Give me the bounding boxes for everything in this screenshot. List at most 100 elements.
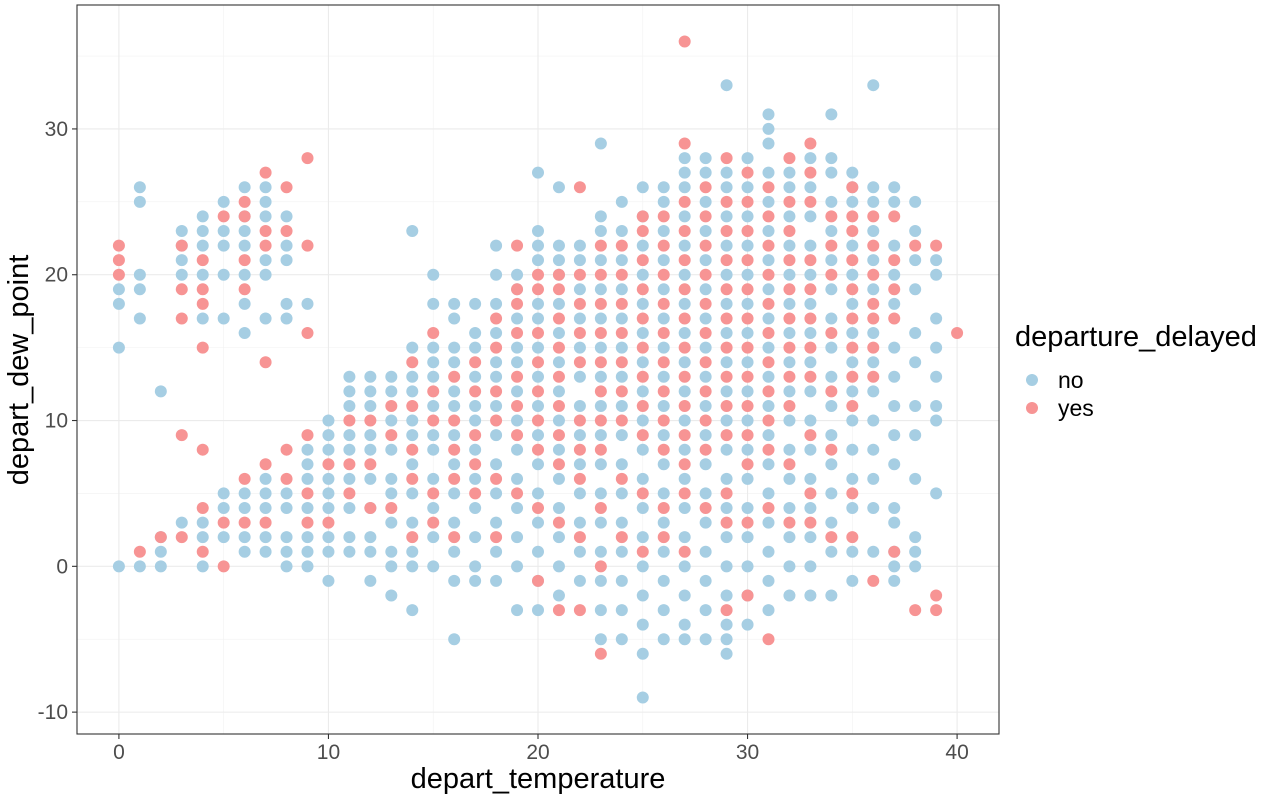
data-point-no: [909, 327, 922, 340]
data-point-yes: [678, 458, 691, 471]
data-point-no: [573, 574, 586, 587]
data-point-yes: [511, 283, 524, 296]
data-point-no: [825, 429, 838, 442]
data-point-yes: [804, 283, 817, 296]
data-point-yes: [259, 166, 272, 179]
data-point-yes: [720, 516, 733, 529]
data-point-yes: [301, 516, 314, 529]
data-point-no: [657, 545, 670, 558]
data-point-yes: [783, 399, 796, 412]
x-tick-label: 20: [526, 741, 549, 764]
data-point-yes: [448, 472, 461, 485]
data-point-no: [720, 268, 733, 281]
y-tick-label: 20: [45, 264, 68, 287]
data-point-yes: [552, 341, 565, 354]
data-point-no: [867, 472, 880, 485]
data-point-yes: [678, 429, 691, 442]
data-point-yes: [636, 487, 649, 500]
data-point-no: [427, 399, 440, 412]
data-point-no: [343, 399, 356, 412]
data-point-no: [888, 429, 901, 442]
data-point-no: [385, 385, 398, 398]
data-point-yes: [867, 370, 880, 383]
data-point-no: [385, 545, 398, 558]
data-point-no: [867, 224, 880, 237]
data-point-yes: [636, 224, 649, 237]
data-point-no: [636, 356, 649, 369]
data-point-no: [573, 370, 586, 383]
data-point-no: [636, 560, 649, 573]
data-point-no: [196, 210, 209, 223]
data-point-no: [490, 399, 503, 412]
data-point-no: [406, 604, 419, 617]
data-point-no: [930, 268, 943, 281]
data-point-no: [678, 152, 691, 165]
data-point-yes: [741, 283, 754, 296]
data-point-no: [846, 385, 859, 398]
data-point-no: [238, 297, 251, 310]
data-point-yes: [846, 399, 859, 412]
data-point-no: [573, 429, 586, 442]
data-point-yes: [217, 560, 230, 573]
data-point-no: [678, 181, 691, 194]
data-point-yes: [741, 224, 754, 237]
data-point-no: [741, 618, 754, 631]
data-point-no: [846, 327, 859, 340]
data-point-yes: [846, 210, 859, 223]
data-point-yes: [427, 385, 440, 398]
data-point-yes: [259, 224, 272, 237]
data-point-no: [657, 195, 670, 208]
data-point-yes: [301, 327, 314, 340]
data-point-no: [741, 502, 754, 515]
data-point-yes: [552, 458, 565, 471]
data-point-no: [217, 268, 230, 281]
data-point-yes: [762, 385, 775, 398]
data-point-yes: [888, 312, 901, 325]
data-point-yes: [196, 341, 209, 354]
data-point-no: [469, 327, 482, 340]
data-point-no: [301, 472, 314, 485]
data-point-no: [217, 502, 230, 515]
data-point-yes: [678, 487, 691, 500]
data-point-no: [594, 370, 607, 383]
data-point-yes: [343, 458, 356, 471]
data-point-no: [867, 283, 880, 296]
data-point-yes: [741, 516, 754, 529]
data-point-yes: [636, 545, 649, 558]
data-point-no: [196, 312, 209, 325]
data-point-yes: [490, 414, 503, 427]
data-point-no: [469, 560, 482, 573]
data-point-no: [573, 545, 586, 558]
data-point-yes: [699, 239, 712, 252]
data-point-no: [636, 691, 649, 704]
data-point-no: [133, 312, 146, 325]
data-point-yes: [238, 254, 251, 267]
data-point-no: [825, 487, 838, 500]
data-point-yes: [238, 472, 251, 485]
data-point-no: [825, 152, 838, 165]
data-point-no: [322, 545, 335, 558]
data-point-yes: [720, 341, 733, 354]
data-point-yes: [552, 283, 565, 296]
data-point-no: [427, 356, 440, 369]
data-point-no: [741, 239, 754, 252]
data-point-no: [301, 502, 314, 515]
data-point-yes: [238, 195, 251, 208]
data-point-no: [909, 429, 922, 442]
y-axis-title: depart_dew_point: [3, 255, 35, 486]
data-point-no: [448, 297, 461, 310]
data-point-no: [825, 195, 838, 208]
data-point-yes: [532, 327, 544, 340]
data-point-no: [154, 545, 167, 558]
legend-title: departure_delayed: [1015, 321, 1257, 353]
data-point-yes: [573, 356, 586, 369]
data-point-yes: [657, 385, 670, 398]
data-point-no: [804, 356, 817, 369]
data-point-no: [888, 370, 901, 383]
data-point-yes: [343, 487, 356, 500]
data-point-yes: [301, 152, 314, 165]
data-point-no: [196, 560, 209, 573]
data-point-yes: [615, 268, 628, 281]
data-point-yes: [238, 210, 251, 223]
data-point-no: [783, 472, 796, 485]
